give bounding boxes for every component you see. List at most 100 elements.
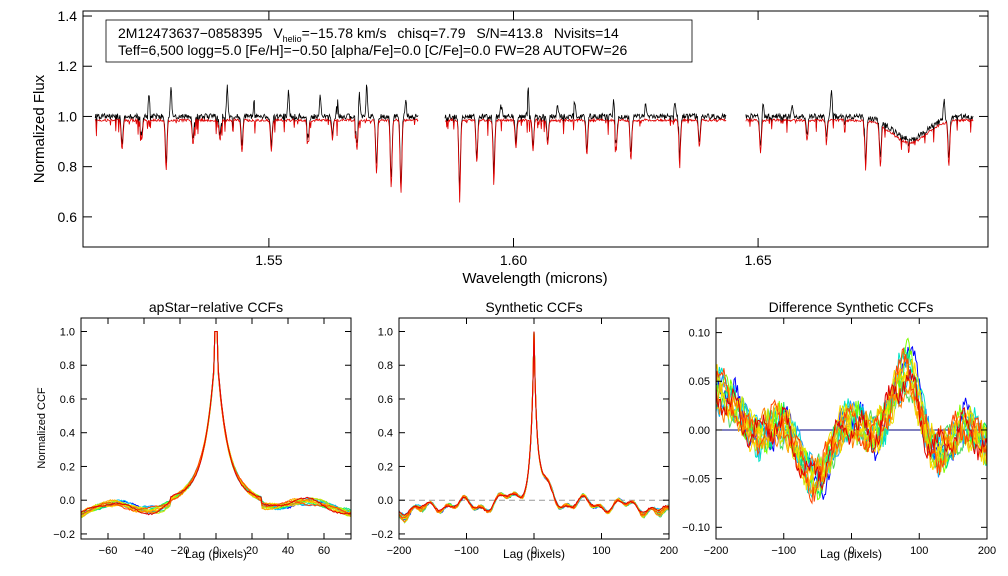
snr-value: S/N=413.8 <box>476 25 543 41</box>
apstar-ccf-series <box>80 331 352 514</box>
difference-ccf-panel: Difference Synthetic CCFs −200 −100 0 100 20… <box>682 299 996 561</box>
apstar-ccf-ytick-label: 0.0 <box>60 495 75 507</box>
apstar-ccf-series <box>80 331 352 516</box>
apstar-ccf-ticks: −60 −40 −20 0 20 40 60 −0.2 0.0 0.2 0.4 0.6 0.8 1.0 <box>53 318 351 557</box>
spectrum-ytick-label: 1.0 <box>58 108 78 124</box>
synthetic-ccf-series <box>398 331 670 523</box>
synthetic-ccf-ticks: −200 −100 0 100 200 −0.2 0.0 0.2 0.4 0.6 0.8 1.0 <box>371 318 678 557</box>
spectrum-ticks: 1.55 1.60 1.65 0.6 0.8 1.0 1.2 1.4 <box>58 8 988 268</box>
apstar-ccf-ytick-label: 0.6 <box>60 394 75 406</box>
apstar-ccf-series <box>80 331 352 517</box>
synthetic-ccf-ytick-label: 0.4 <box>378 428 393 440</box>
synthetic-ccf-xtick-label: 0 <box>531 545 537 557</box>
apstar-ccf-series <box>80 331 352 518</box>
difference-ccf-ytick-label: 0.05 <box>689 376 710 388</box>
synthetic-ccf-ytick-label: 0.8 <box>378 360 393 372</box>
difference-ccf-curves <box>715 337 988 505</box>
model-spectrum-chip-2 <box>444 117 727 203</box>
synthetic-ccf-ytick-label: 0.2 <box>378 461 393 473</box>
observed-spectrum-chip-3 <box>745 90 974 166</box>
difference-ccf-ytick-label: 0.00 <box>689 425 710 437</box>
synthetic-ccf-panel: Synthetic CCFs −200 −100 0 100 200 −0.2 0.0 0.2… <box>371 299 678 561</box>
apstar-ccf-ytick-label: 0.2 <box>60 461 75 473</box>
apstar-ccf-series <box>80 331 352 516</box>
apstar-ccf-series <box>80 331 352 515</box>
apstar-ccf-series <box>80 331 352 516</box>
apstar-ccf-series <box>80 331 352 518</box>
spectrum-xtick-label: 1.65 <box>744 252 771 268</box>
info-box-frame <box>105 19 693 63</box>
difference-ccf-xtick-label: −200 <box>704 545 729 557</box>
apstar-ccf-xtick-label: 0 <box>213 545 219 557</box>
difference-ccf-ticks: −200 −100 0 100 200 −0.10 −0.05 0.00 0.05 0.10 <box>682 318 996 557</box>
apstar-ccf-xtick-label: 60 <box>318 545 330 557</box>
apstar-ccf-title: apStar−relative CCFs <box>149 299 283 315</box>
synthetic-ccf-series <box>398 331 670 516</box>
synthetic-ccf-xtick-label: 100 <box>592 545 610 557</box>
spectrum-xtick-label: 1.55 <box>255 252 282 268</box>
synthetic-ccf-series <box>398 331 670 520</box>
vhelio-label: V <box>273 25 283 41</box>
synthetic-ccf-series <box>398 331 670 519</box>
model-spectrum-chip-1 <box>94 117 419 193</box>
difference-ccf-xtick-label: 200 <box>978 545 996 557</box>
model-spectrum-chip-3 <box>745 117 974 171</box>
apstar-ccf-xtick-label: −40 <box>135 545 154 557</box>
spectrum-ytick-label: 1.4 <box>58 8 78 24</box>
difference-ccf-xtick-label: 0 <box>848 545 854 557</box>
observed-spectrum-chip-1 <box>94 84 419 187</box>
vhelio-value: =−15.78 km/s <box>302 25 387 41</box>
apstar-ccf-series <box>80 331 352 518</box>
synthetic-ccf-series <box>398 331 670 524</box>
difference-ccf-ytick-label: 0.10 <box>689 327 710 339</box>
synthetic-ccf-series <box>398 331 670 517</box>
synthetic-ccf-title: Synthetic CCFs <box>485 299 582 315</box>
vhelio-subscript: helio <box>283 34 302 44</box>
apstar-ccf-series <box>80 331 352 519</box>
difference-ccf-xtick-label: −100 <box>771 545 796 557</box>
synthetic-ccf-series <box>398 331 670 516</box>
stellar-parameters: Teff=6,500 logg=5.0 [Fe/H]=−0.50 [alpha/… <box>118 42 627 58</box>
apstar-ccf-curves <box>80 331 352 519</box>
apstar-ccf-xtick-label: 40 <box>282 545 294 557</box>
spectrum-data <box>94 84 974 203</box>
spectrum-x-axis-label: Wavelength (microns) <box>462 270 607 287</box>
synthetic-ccf-series <box>398 331 670 524</box>
apstar-ccf-xtick-label: 20 <box>246 545 258 557</box>
difference-ccf-series <box>715 347 988 505</box>
spectrum-ytick-label: 0.8 <box>58 159 78 175</box>
synthetic-ccf-x-axis-label: Lag (pixels) <box>503 547 565 561</box>
apstar-ccf-xtick-label: −20 <box>171 545 190 557</box>
star-id: 2M12473637−0858395 <box>118 25 263 41</box>
synthetic-ccf-ytick-label: 0.6 <box>378 394 393 406</box>
synthetic-ccf-series <box>398 331 670 520</box>
info-box: 2M12473637−0858395 Vhelio=−15.78 km/s ch… <box>105 19 693 63</box>
difference-ccf-x-axis-label: Lag (pixels) <box>820 547 882 561</box>
synthetic-ccf-series <box>398 331 670 521</box>
apstar-ccf-x-axis-label: Lag (pixels) <box>185 547 247 561</box>
spectrum-plot-frame <box>82 10 989 248</box>
synthetic-ccf-ytick-label: 0.0 <box>378 495 393 507</box>
apstar-ccf-series <box>80 331 352 516</box>
synthetic-ccf-series <box>398 331 670 518</box>
difference-ccf-ytick-label: −0.10 <box>682 522 710 534</box>
synthetic-ccf-xtick-label: 200 <box>660 545 678 557</box>
apstar-ccf-ytick-label: −0.2 <box>53 529 75 541</box>
apstar-ccf-y-axis-label: Normalized CCF <box>36 387 48 469</box>
apstar-ccf-ytick-label: 0.8 <box>60 360 75 372</box>
apstar-ccf-ytick-label: 0.4 <box>60 428 75 440</box>
nvisits-value: Nvisits=14 <box>554 25 619 41</box>
apstar-ccf-series <box>80 331 352 518</box>
synthetic-ccf-series <box>398 331 670 518</box>
spectrum-xtick-label: 1.60 <box>500 252 527 268</box>
apstar-ccf-series <box>80 331 352 515</box>
spectrum-ytick-label: 0.6 <box>58 209 78 225</box>
info-line-1: 2M12473637−0858395 Vhelio=−15.78 km/s ch… <box>118 25 619 44</box>
synthetic-ccf-series <box>398 331 670 519</box>
apstar-ccf-xtick-label: −60 <box>99 545 118 557</box>
synthetic-ccf-xtick-label: −200 <box>387 545 412 557</box>
apstar-ccf-series <box>80 331 352 513</box>
synthetic-ccf-curves <box>398 331 670 524</box>
difference-ccf-ytick-label: −0.05 <box>682 473 710 485</box>
